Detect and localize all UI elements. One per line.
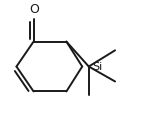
Text: Si: Si — [92, 62, 102, 72]
Text: O: O — [29, 3, 39, 16]
